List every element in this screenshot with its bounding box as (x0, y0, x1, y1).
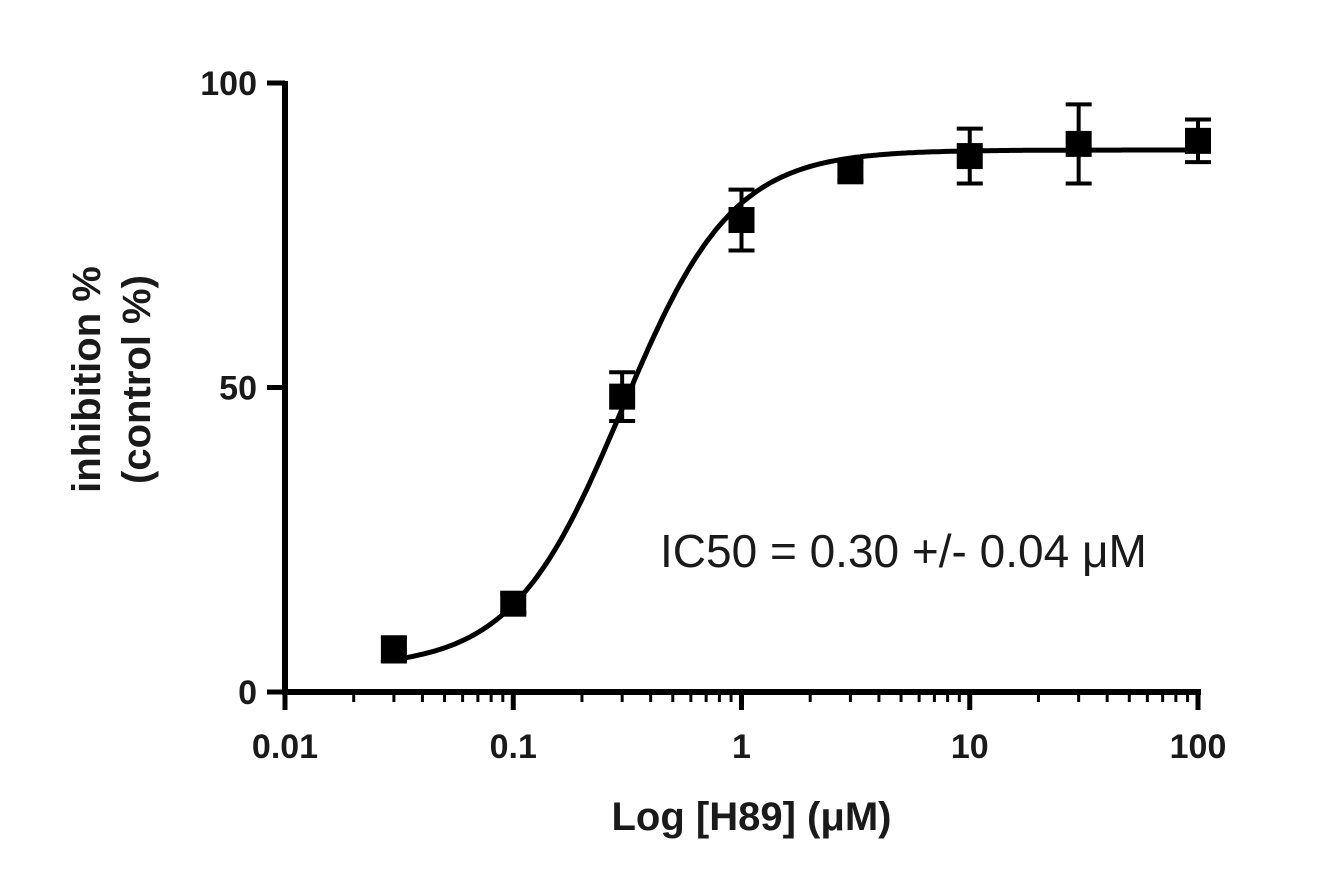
y-axis-title-line-2: (control %) (115, 275, 159, 484)
y-axis-title-line-1: inhibition % (65, 266, 109, 493)
data-point (728, 187, 755, 253)
data-point (837, 158, 864, 185)
point-marker (837, 158, 864, 185)
point-marker (1065, 130, 1092, 157)
point-marker (1185, 127, 1211, 154)
point-marker (500, 590, 527, 617)
data-point (1185, 117, 1211, 165)
data-point (956, 126, 983, 186)
data-points-layer (380, 102, 1211, 664)
fit-curve-layer (393, 147, 1198, 663)
point-marker (728, 207, 755, 234)
point-marker (380, 636, 407, 663)
y-tick-label: 100 (200, 65, 257, 103)
labels-layer: Log [H89] (μM) inhibition % (control %) … (65, 266, 1147, 839)
point-marker (609, 383, 636, 410)
x-tick-label: 0.01 (252, 728, 318, 766)
x-tick-label: 1 (732, 728, 751, 766)
x-tick-label: 0.1 (490, 728, 537, 766)
ic50-annotation: IC50 = 0.30 +/- 0.04 μM (660, 525, 1147, 577)
data-point (1065, 102, 1092, 186)
data-point (380, 635, 407, 664)
axes: 0 50 100 0.01 0.1 1 10 100 (200, 65, 1226, 766)
x-tick-label: 10 (951, 728, 989, 766)
fit-curve (393, 147, 1198, 663)
data-point (500, 590, 527, 617)
x-axis-title: Log [H89] (μM) (612, 795, 892, 839)
y-tick-label: 0 (238, 674, 257, 712)
point-marker (956, 143, 983, 170)
y-tick-label: 50 (219, 370, 257, 408)
y-axis-title: inhibition % (control %) (65, 266, 159, 493)
x-tick-label: 100 (1170, 728, 1227, 766)
data-point (609, 370, 636, 423)
